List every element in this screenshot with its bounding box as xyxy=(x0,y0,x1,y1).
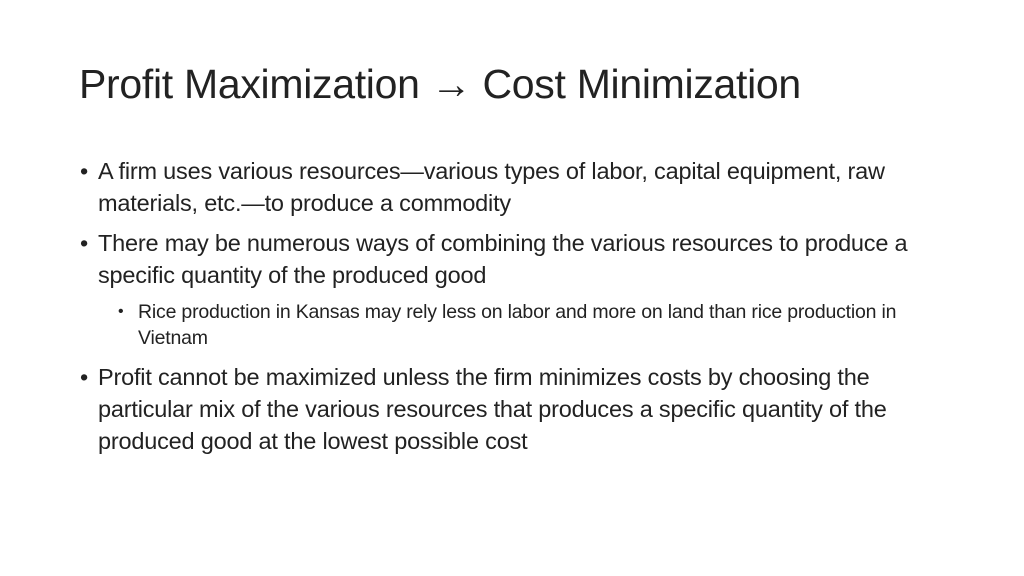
bullet-text: There may be numerous ways of combining … xyxy=(98,230,908,288)
bullet-icon: • xyxy=(80,158,89,184)
bullet-text: Profit cannot be maximized unless the fi… xyxy=(98,364,887,454)
bullet-list: • A firm uses various resources—various … xyxy=(80,155,960,465)
sub-bullet-item-1: • Rice production in Kansas may rely les… xyxy=(118,299,960,351)
bullet-item-3: • Profit cannot be maximized unless the … xyxy=(80,361,960,457)
bullet-icon: • xyxy=(80,364,89,390)
bullet-item-2: • There may be numerous ways of combinin… xyxy=(80,227,960,291)
bullet-text: A firm uses various resources—various ty… xyxy=(98,158,885,216)
sub-bullet-text: Rice production in Kansas may rely less … xyxy=(138,301,897,349)
sub-bullet-icon: • xyxy=(118,303,124,320)
bullet-icon: • xyxy=(80,230,89,256)
bullet-item-1: • A firm uses various resources—various … xyxy=(80,155,960,219)
slide-title: Profit Maximization → Cost Minimization xyxy=(79,61,801,107)
